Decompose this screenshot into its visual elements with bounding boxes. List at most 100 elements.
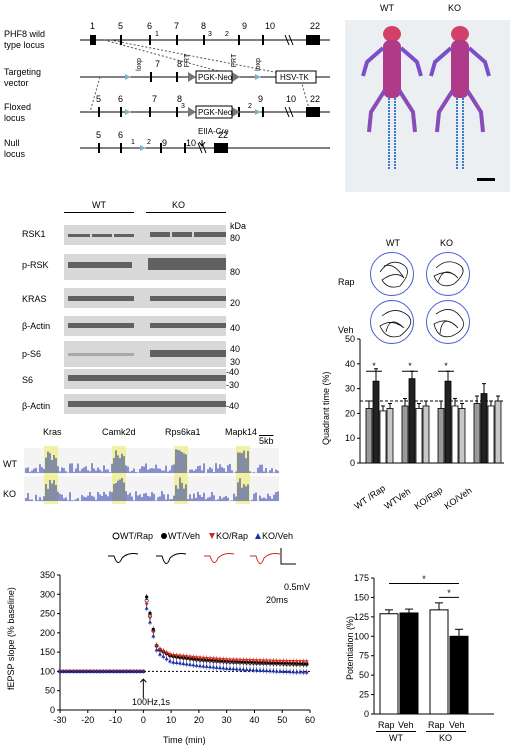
tv-label: 7 [155, 59, 161, 69]
swim-row-label: Rap [338, 277, 355, 287]
quadrant-bar [379, 410, 387, 464]
fepsp-legend-markers [108, 532, 296, 565]
fepsp-point [264, 659, 269, 663]
exon-label: 3 [208, 31, 212, 38]
fepsp-point [181, 654, 186, 659]
exon-label: 8 [201, 21, 207, 31]
quadrant-bar [444, 380, 452, 464]
gene-label: Kras [43, 427, 62, 437]
fepsp-point [238, 658, 242, 663]
blot-mw: -40 [226, 401, 240, 411]
fepsp-point [151, 630, 156, 635]
null-label: 9 [162, 138, 168, 148]
blot-row-label: KRAS [22, 294, 47, 304]
fepsp-point [248, 659, 252, 663]
fepsp-point [251, 659, 256, 663]
fepsp-point [174, 654, 179, 658]
fepsp-point [258, 668, 262, 672]
fepsp-xtick-label: 10 [166, 715, 176, 725]
floxed-label: 22 [310, 94, 321, 104]
fepsp-point [201, 656, 206, 661]
fepsp-point [138, 669, 142, 673]
fepsp-point [164, 656, 169, 661]
fepsp-point [281, 659, 286, 664]
tv-label: FRT [231, 53, 239, 68]
fepsp-point [208, 664, 212, 669]
fepsp-point [161, 649, 166, 654]
fepsp-point [184, 655, 189, 659]
row-label-floxed: Floxed locus [4, 102, 32, 123]
swim-col-label: WT [386, 238, 400, 248]
fepsp-point [234, 666, 239, 671]
fepsp-point [128, 669, 132, 673]
fepsp-point [144, 602, 149, 607]
fepsp-point [258, 659, 262, 663]
fepsp-point [148, 616, 152, 621]
fepsp-point [168, 653, 172, 657]
blot-mw: 40 30 [230, 344, 241, 367]
quadrant-bar [494, 400, 502, 464]
quadrant-bar [415, 408, 423, 464]
fepsp-point [274, 659, 279, 664]
fepsp-point [171, 660, 176, 664]
quadrant-bar [458, 408, 466, 464]
fepsp-xtick-label: 0 [141, 715, 146, 725]
fepsp-point [264, 668, 269, 673]
fepsp-point [148, 611, 152, 615]
blot-row-label: p-RSK [22, 260, 49, 270]
quadrant-bar [437, 408, 445, 464]
fepsp-point [94, 669, 99, 673]
fepsp-point [208, 657, 212, 661]
locus-diagram [80, 34, 330, 154]
floxed-label: 9 [258, 94, 264, 104]
quadrant-xlabel: WT /Rap [352, 482, 388, 512]
potentiation-group: KO [439, 733, 453, 743]
null-label: EIIA-Cre [198, 127, 229, 136]
fepsp-point [134, 669, 139, 673]
fepsp-xtick-label: 50 [277, 715, 287, 725]
null-label: 1 [131, 139, 135, 146]
swim-path-ko-veh [426, 300, 470, 344]
fepsp-point [204, 664, 209, 668]
fepsp-point [241, 658, 246, 663]
signif-star: * [422, 574, 426, 584]
fepsp-point [261, 659, 266, 663]
quadrant-bar [422, 405, 430, 464]
quadrant-plot: 0 10 20 30 40 50 * * * [345, 334, 504, 468]
scalebar-t: 20ms [266, 595, 289, 605]
fepsp-point [124, 669, 129, 673]
fepsp-point [198, 663, 202, 668]
quadrant-bar [487, 405, 495, 464]
fepsp-point [268, 659, 272, 664]
quadrant-bar [401, 405, 409, 464]
fepsp-point [184, 661, 189, 666]
fepsp-point [78, 669, 82, 673]
blot-band [64, 288, 226, 308]
fepsp-point [291, 660, 296, 664]
track-row-label: WT [3, 459, 17, 469]
quadrant-ylabel: Quadrant time (%) [321, 371, 331, 445]
potentiation-xlabel: Veh [449, 720, 465, 730]
fepsp-point [108, 669, 112, 673]
swim-path-ko-rap [426, 252, 470, 296]
fepsp-legend-item: KO/Rap [216, 531, 249, 541]
floxed-label: 3 [181, 103, 185, 110]
quadrant-bar [365, 408, 373, 464]
fepsp-point [61, 669, 66, 673]
fepsp-point [158, 652, 162, 656]
fepsp-ytick-label: 150 [40, 647, 55, 657]
fepsp-point [144, 606, 149, 610]
fepsp-legend-item: KO/Veh [262, 531, 294, 541]
potentiation-bar [379, 613, 399, 715]
fepsp-xtick-label: 20 [194, 715, 204, 725]
fepsp-point [244, 658, 249, 663]
exon-label: 5 [118, 21, 124, 31]
fepsp-point [154, 647, 159, 652]
swim-row-label: Veh [338, 325, 354, 335]
fepsp-point [181, 661, 186, 665]
quadrant-bar [386, 408, 394, 464]
fepsp-point [278, 669, 282, 673]
fepsp-point [111, 669, 116, 673]
fepsp-point [188, 662, 192, 666]
scalebar-v: 0.5mV [284, 582, 311, 592]
